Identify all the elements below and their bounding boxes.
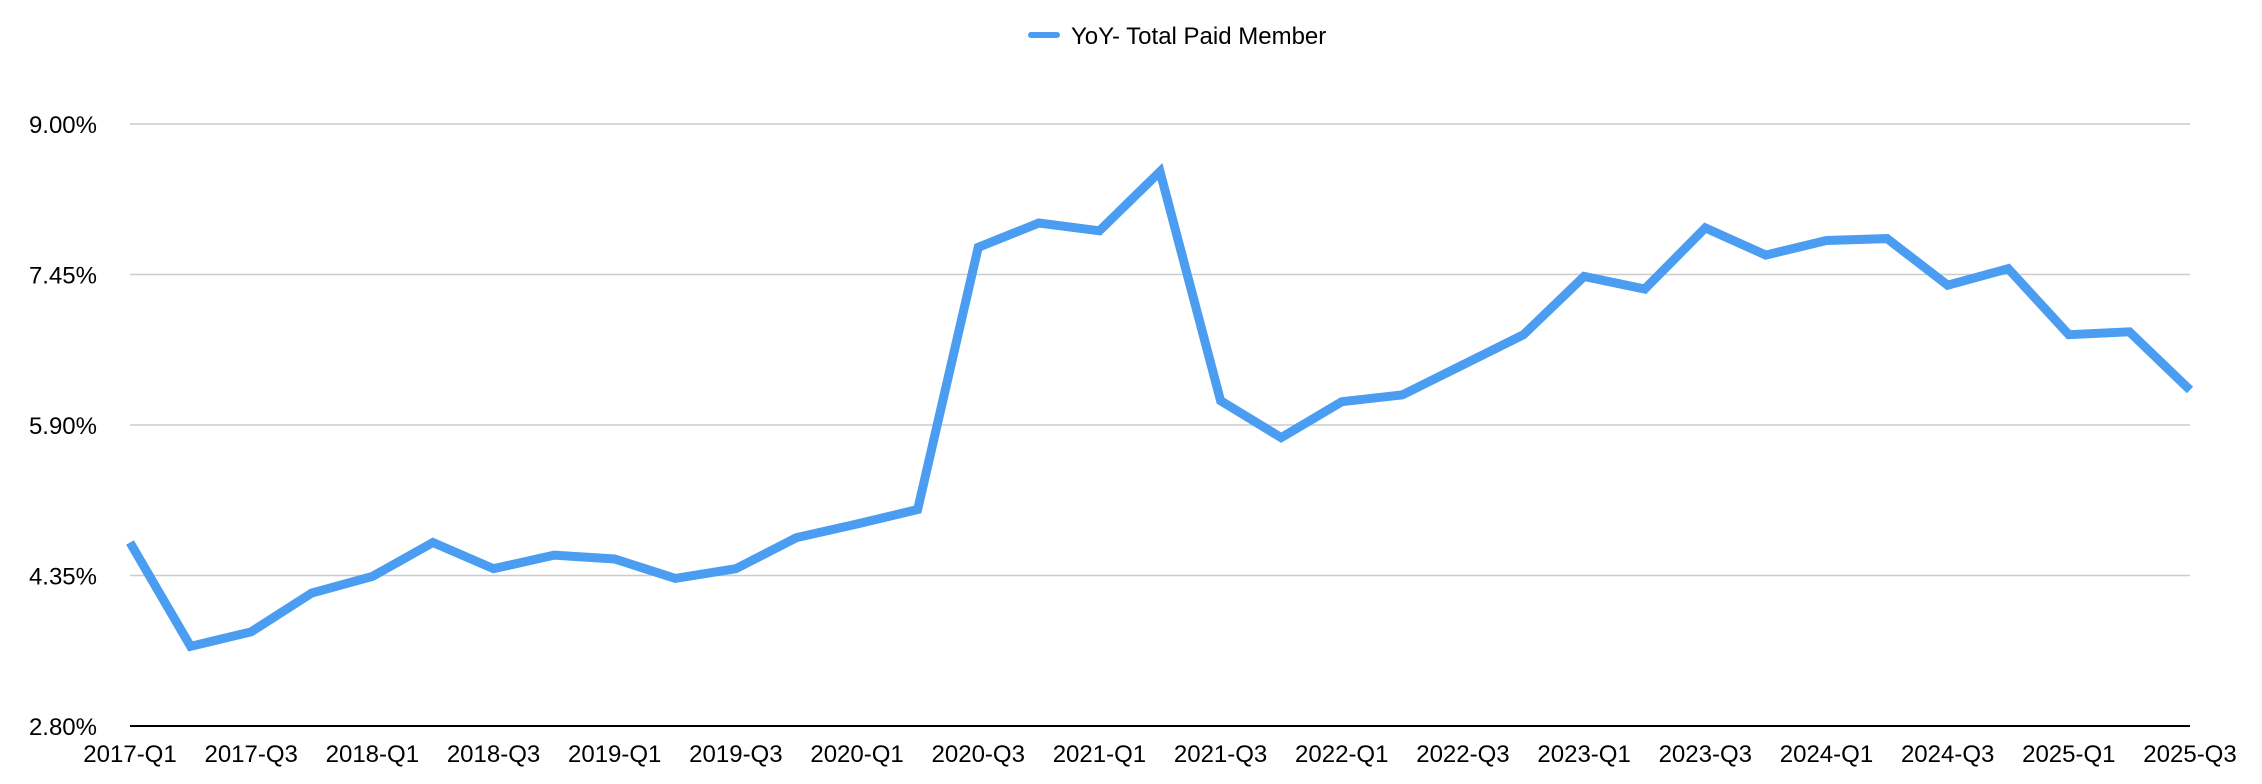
- data-point: [796, 537, 797, 538]
- x-tick-label: 2025-Q3: [2143, 741, 2236, 768]
- x-tick-label: 2024-Q1: [1780, 741, 1873, 768]
- data-point: [1281, 437, 1282, 438]
- data-point: [1402, 394, 1403, 395]
- x-tick-label: 2018-Q1: [326, 741, 419, 768]
- data-point: [554, 555, 555, 556]
- data-point: [1523, 334, 1524, 335]
- data-point: [130, 542, 131, 543]
- data-point: [1341, 401, 1342, 402]
- data-point: [1887, 238, 1888, 239]
- data-point: [2129, 331, 2130, 332]
- x-tick-label: 2017-Q1: [83, 741, 176, 768]
- y-tick-label: 2.80%: [29, 714, 97, 741]
- legend-label: YoY- Total Paid Member: [1071, 23, 1326, 50]
- x-tick-label: 2023-Q3: [1659, 741, 1752, 768]
- x-tick-label: 2023-Q1: [1537, 741, 1630, 768]
- legend: YoY- Total Paid Member: [1028, 23, 1326, 50]
- x-tick-label: 2021-Q3: [1174, 741, 1267, 768]
- data-point: [735, 568, 736, 569]
- x-tick-label: 2020-Q1: [810, 741, 903, 768]
- series-line: [126, 162, 2194, 652]
- x-tick-label: 2021-Q1: [1053, 741, 1146, 768]
- x-tick-label: 2025-Q1: [2022, 741, 2115, 768]
- x-tick-label: 2024-Q3: [1901, 741, 1994, 768]
- data-point: [493, 568, 494, 569]
- data-point: [1765, 255, 1766, 256]
- data-point: [917, 509, 918, 510]
- series-layer: [126, 162, 2194, 652]
- data-point: [1160, 171, 1161, 172]
- x-tick-label: 2018-Q3: [447, 741, 540, 768]
- data-point: [1038, 223, 1039, 224]
- x-tick-label: 2017-Q3: [204, 741, 297, 768]
- grid-layer: [130, 123, 2190, 577]
- data-point: [372, 576, 373, 577]
- y-tick-label: 7.45%: [29, 263, 97, 290]
- data-point: [1826, 240, 1827, 241]
- y-tick-label: 9.00%: [29, 112, 97, 139]
- y-tick-label: 4.35%: [29, 564, 97, 591]
- data-point: [857, 524, 858, 525]
- data-point: [1462, 364, 1463, 365]
- x-tick-label: 2022-Q1: [1295, 741, 1388, 768]
- data-point: [614, 558, 615, 559]
- data-point: [1220, 400, 1221, 401]
- y-tick-label: 5.90%: [29, 413, 97, 440]
- x-tick-label: 2020-Q3: [932, 741, 1025, 768]
- data-point: [311, 592, 312, 593]
- data-point: [675, 578, 676, 579]
- data-point: [190, 646, 191, 647]
- x-tick-label: 2019-Q3: [689, 741, 782, 768]
- data-point: [2008, 268, 2009, 269]
- data-point: [251, 631, 252, 632]
- x-tick-label: 2019-Q1: [568, 741, 661, 768]
- data-point: [1947, 285, 1948, 286]
- axis-layer: 2.80% 4.35% 5.90% 7.45% 9.00% 2017-Q1 2017-Q3 2…: [29, 112, 2237, 768]
- data-point: [2190, 390, 2191, 391]
- x-tick-label: 2022-Q3: [1416, 741, 1509, 768]
- data-point: [1705, 227, 1706, 228]
- data-point: [2068, 334, 2069, 335]
- data-point: [432, 542, 433, 543]
- data-point: [1584, 276, 1585, 277]
- data-point: [1644, 289, 1645, 290]
- data-point: [978, 247, 979, 248]
- data-point: [1099, 230, 1100, 231]
